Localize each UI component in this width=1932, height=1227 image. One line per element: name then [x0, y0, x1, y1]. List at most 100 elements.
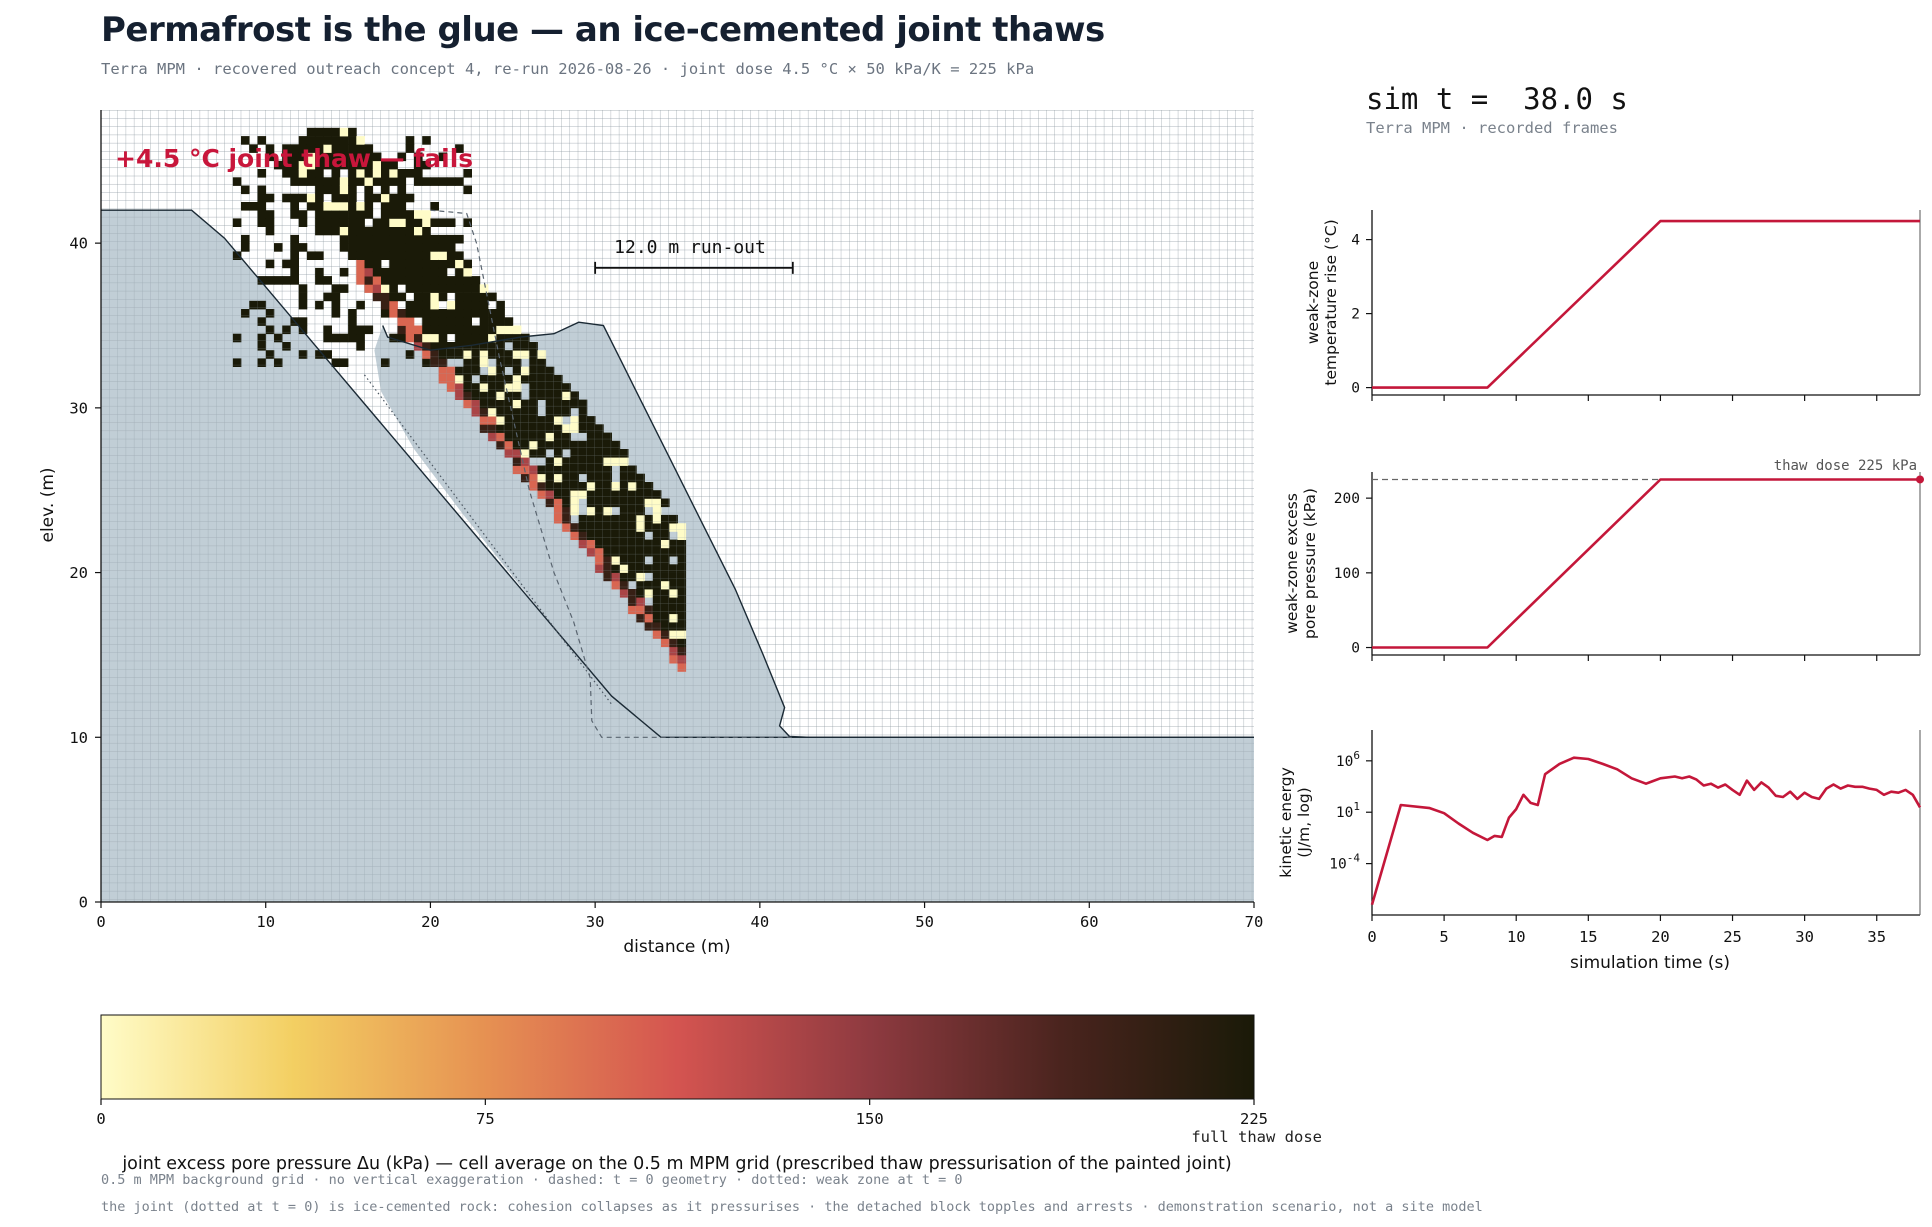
pressure-cell — [479, 391, 489, 400]
pressure-cell — [306, 193, 316, 203]
pressure-cell — [422, 309, 431, 318]
pressure-cell — [438, 342, 448, 351]
pressure-cell — [381, 251, 390, 260]
pressure-cell — [521, 342, 530, 351]
pressure-cell — [257, 300, 267, 310]
pressure-cell — [397, 226, 407, 236]
pressure-cell — [405, 325, 415, 335]
pressure-cell — [274, 243, 283, 252]
pressure-cell — [389, 177, 398, 186]
pressure-cell — [603, 547, 612, 557]
pressure-cell — [372, 226, 382, 236]
pressure-cell — [463, 284, 472, 293]
pressure-cell — [562, 407, 571, 417]
pressure-cell — [364, 144, 374, 153]
pressure-cell — [414, 243, 423, 252]
panel-x-tick-label: 35 — [1867, 928, 1886, 946]
pressure-cell — [611, 547, 621, 557]
pressure-cell — [438, 234, 448, 244]
colorbar-max-note: full thaw dose — [1191, 1128, 1322, 1146]
pressure-cell — [348, 210, 357, 219]
pressure-cell — [348, 243, 357, 252]
pressure-cell — [331, 210, 341, 219]
panel-y-tick-label: 0 — [1351, 641, 1360, 657]
pressure-cell — [562, 473, 571, 483]
pressure-cell — [471, 276, 481, 285]
pressure-cell — [545, 498, 555, 508]
pressure-cell — [290, 202, 299, 211]
pressure-cell — [545, 465, 555, 475]
pressure-cell — [578, 531, 588, 540]
pressure-cell — [496, 342, 505, 351]
pressure-cell — [677, 556, 687, 565]
pressure-cell — [677, 613, 687, 623]
pressure-cell — [323, 127, 332, 137]
pressure-cell — [282, 342, 291, 351]
pore-pressure-panel: 0 100 200 weak-zone excesspore pressure (kP… — [1283, 472, 1924, 661]
pressure-cell — [438, 267, 448, 277]
pressure-cell — [331, 218, 341, 227]
pressure-cell — [306, 152, 316, 162]
pressure-cell — [488, 432, 497, 442]
pressure-cell — [537, 374, 547, 384]
pressure-cell — [389, 226, 398, 236]
pressure-cell — [578, 465, 588, 475]
pressure-cell — [562, 432, 571, 442]
pressure-cell — [652, 531, 662, 540]
pressure-cell — [554, 383, 563, 392]
initial-geometry-dashed — [430, 209, 793, 738]
pressure-cell — [414, 259, 423, 269]
pressure-cell — [496, 325, 505, 335]
pressure-cell — [438, 333, 448, 343]
pressure-cell — [644, 482, 654, 491]
pressure-cell — [422, 210, 431, 219]
pressure-cell — [595, 490, 604, 499]
pressure-cell — [422, 284, 431, 293]
plot-grid — [101, 110, 1254, 902]
pressure-cell — [636, 580, 645, 590]
pressure-cell — [669, 539, 678, 549]
pressure-cell — [652, 580, 662, 590]
pressure-cell — [603, 449, 612, 458]
pressure-cell — [537, 432, 547, 442]
pressure-cell — [430, 177, 439, 186]
pressure-cell — [241, 309, 250, 318]
pressure-cell — [669, 514, 678, 524]
pressure-cell — [282, 193, 291, 203]
pressure-cell — [554, 416, 563, 425]
pressure-cell — [661, 531, 670, 540]
pressure-cell — [488, 309, 497, 318]
pressure-cell — [282, 276, 291, 285]
pressure-cell — [471, 292, 481, 302]
pressure-cell — [669, 597, 678, 606]
bedrock-grid-overlay — [101, 210, 1254, 902]
panel-y-label-line: (J/m, log) — [1295, 787, 1313, 857]
pressure-cell — [446, 383, 456, 392]
panel-y-tick-label: 200 — [1334, 491, 1360, 507]
pressure-cell — [537, 473, 547, 483]
pressure-cell — [661, 539, 670, 549]
pressure-cell — [537, 424, 547, 433]
pressure-cell — [652, 539, 662, 549]
pressure-cell — [438, 276, 448, 285]
pressure-cell — [422, 160, 431, 170]
pressure-cell — [603, 572, 612, 582]
panel-y-tick-label: 10-4 — [1329, 852, 1360, 873]
y-tick-label: 20 — [69, 564, 88, 582]
series-line — [1372, 219, 1920, 389]
pressure-cell — [430, 251, 439, 260]
pressure-cell — [578, 440, 588, 450]
pressure-cell — [545, 374, 555, 384]
pressure-cell — [661, 613, 670, 623]
panel-y-label: weak-zone excesspore pressure (kPa) — [1283, 488, 1319, 639]
pressure-cell — [545, 473, 555, 483]
pressure-cell — [463, 317, 472, 326]
colorbar — [100, 1014, 1255, 1100]
pressure-cell — [331, 292, 341, 302]
pressure-cell — [348, 169, 357, 178]
pressure-cell — [364, 243, 374, 252]
pressure-cell — [422, 358, 431, 367]
pressure-cell — [422, 317, 431, 326]
pressure-cell — [389, 300, 398, 310]
pressure-cell — [356, 234, 365, 244]
